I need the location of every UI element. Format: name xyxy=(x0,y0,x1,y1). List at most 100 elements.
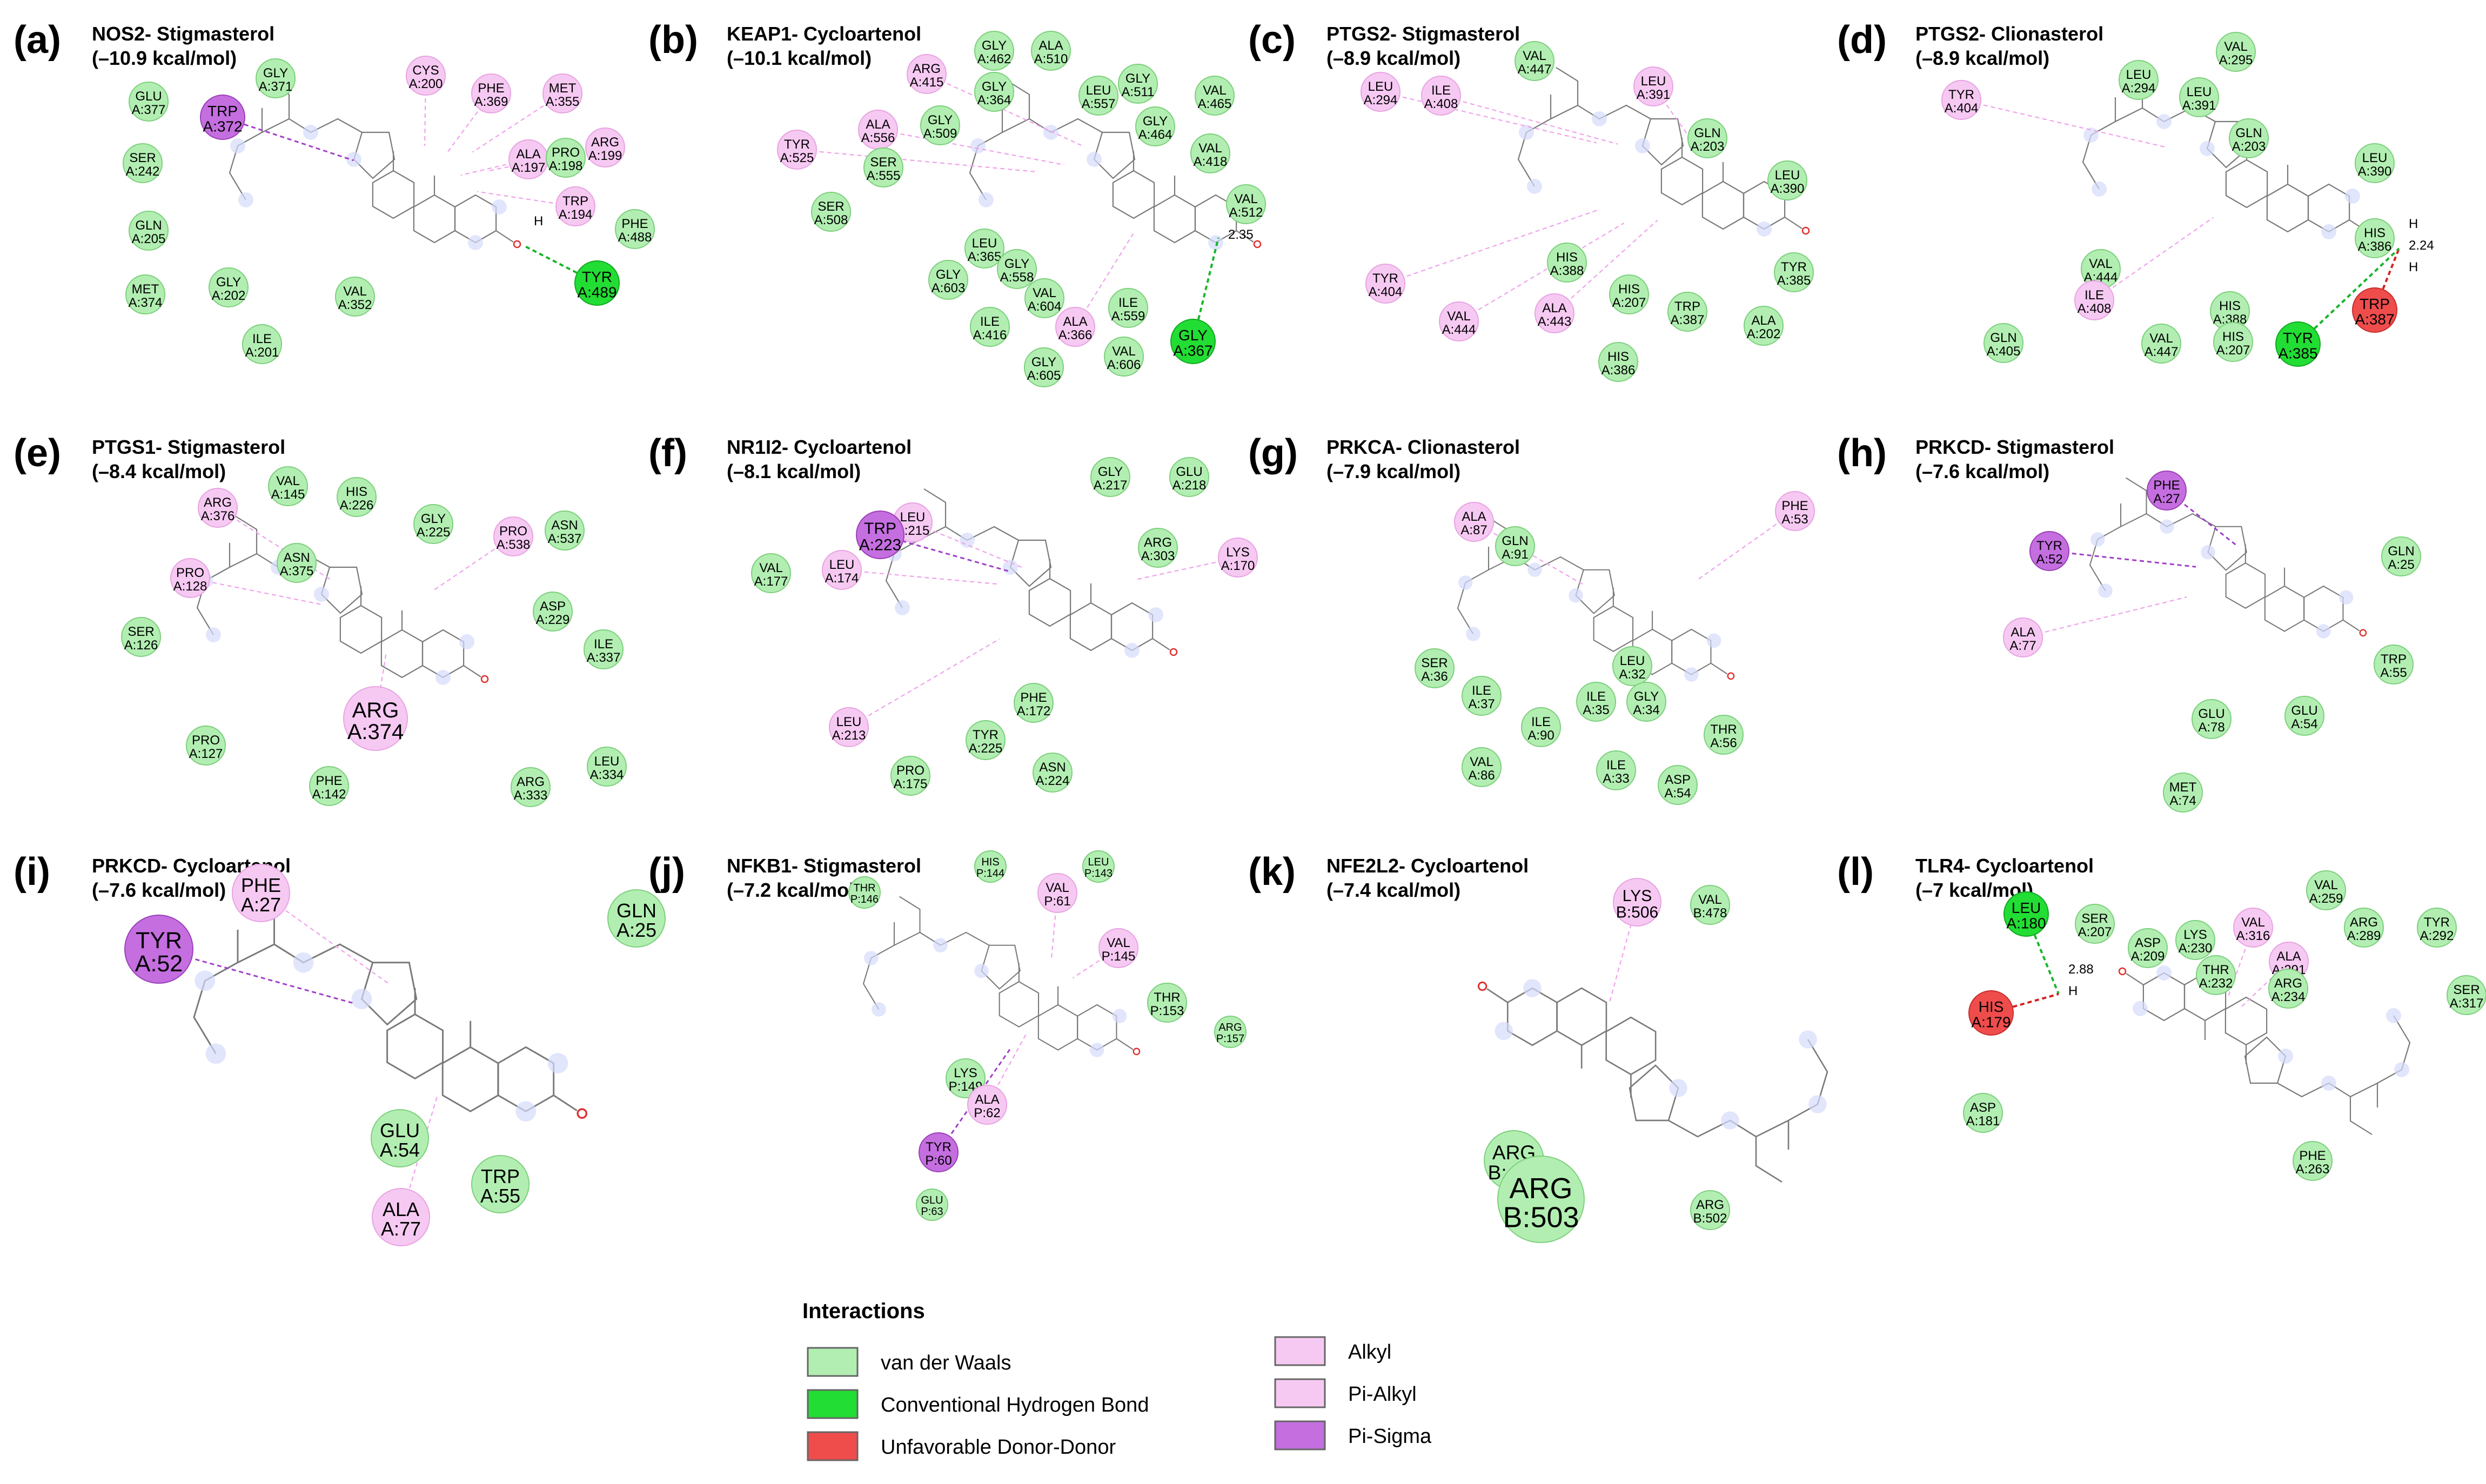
residue-name: VAL xyxy=(1033,286,1056,300)
residue-disc-vdw xyxy=(1014,683,1054,723)
residue-number: P:143 xyxy=(1084,868,1113,879)
residue-disc-vdw xyxy=(1135,106,1175,146)
pi-alkyl-site xyxy=(1527,562,1542,578)
residue-disc-vdw xyxy=(1031,31,1071,71)
residue-number: A:295 xyxy=(2219,53,2253,68)
residue-name: ARG xyxy=(517,775,545,789)
pi-alkyl-site xyxy=(960,533,975,548)
residue-disc-alkyl xyxy=(555,186,595,226)
residue-number: A:374 xyxy=(347,720,404,744)
residue-number: A:37 xyxy=(1468,697,1495,711)
residue-name: VAL xyxy=(276,474,300,488)
residue-name: PRO xyxy=(499,524,527,539)
residue-number: A:54 xyxy=(1664,786,1691,801)
pi-alkyl-site xyxy=(435,670,451,685)
residue-disc-vdw xyxy=(123,143,163,183)
residue-name: GLY xyxy=(1634,689,1659,704)
residue-disc-vdw xyxy=(2128,928,2168,968)
legend-item: Alkyl xyxy=(1274,1336,1391,1366)
residue-name: THR xyxy=(1710,722,1737,737)
residue-number: A:263 xyxy=(2296,1162,2330,1177)
residue-name: LYS xyxy=(954,1066,977,1080)
ligand-oxygen xyxy=(1169,648,1178,656)
ligand-oxygen xyxy=(1253,240,1262,249)
residue-number: A:388 xyxy=(1550,264,1584,278)
binding-energy: (–8.9 kcal/mol) xyxy=(1915,47,2049,69)
ligand-structure xyxy=(2089,477,2367,639)
residue-name: TYR xyxy=(136,928,182,953)
residue-number: A:404 xyxy=(1945,101,1979,116)
pi-alkyl-site xyxy=(2092,182,2107,197)
residue-name: GLY xyxy=(1098,465,1123,479)
residue-disc-vdw xyxy=(1033,753,1073,793)
residue-number: A:391 xyxy=(2182,98,2216,113)
interaction-line-alkyl xyxy=(987,1032,1028,1105)
residue-number: A:352 xyxy=(338,298,372,312)
ligand-ring xyxy=(2225,159,2268,209)
ligand-oxygen xyxy=(1477,981,1487,991)
ligand-oxygen xyxy=(480,675,489,683)
residue-disc-vdw xyxy=(946,1058,986,1098)
ligand-sidechain xyxy=(1517,104,1651,187)
residue-number: A:375 xyxy=(280,564,314,579)
residue-number: A:416 xyxy=(973,328,1007,343)
residue-name: ARG xyxy=(2274,976,2302,991)
residue-disc-pisigma xyxy=(124,915,193,984)
residue-number: A:74 xyxy=(2169,794,2196,808)
residue-name: ARG xyxy=(1509,1172,1572,1205)
pi-alkyl-site xyxy=(2200,141,2215,156)
interaction-lines xyxy=(937,892,1119,1153)
panel-letter: (l) xyxy=(1837,850,1874,894)
residue-name: TRP xyxy=(481,1165,520,1187)
residue-disc-vdw xyxy=(1190,133,1230,173)
residue-name: LEU xyxy=(1641,74,1666,89)
residue-disc-vdw xyxy=(1147,983,1187,1023)
residue-disc-vdw xyxy=(997,249,1037,289)
residue-disc-alkyl xyxy=(493,516,533,556)
hbond-label: H xyxy=(2409,260,2418,274)
residue-name: GLU xyxy=(135,89,162,104)
residue-number: A:232 xyxy=(2199,976,2233,991)
residue-number: P:153 xyxy=(1150,1004,1184,1018)
residue-disc-vdw xyxy=(2293,1141,2333,1181)
residue-number: A:387 xyxy=(1671,313,1705,327)
ligand-structure xyxy=(229,80,521,250)
interaction-line-hbond xyxy=(2025,914,2060,995)
pi-alkyl-site xyxy=(1808,1095,1827,1113)
residue-name: GLU xyxy=(921,1194,943,1206)
ligand-group xyxy=(193,892,587,1122)
residue-name: GLY xyxy=(1143,114,1168,129)
residue-number: A:142 xyxy=(312,787,346,802)
panel-d: (d) PTGS2- Clionasterol(–8.9 kcal/mol) H 2.… xyxy=(1837,18,2434,367)
residue-disc-vdw xyxy=(2175,920,2215,960)
residue-disc-vdw xyxy=(2268,969,2308,1009)
panel-title: NOS2- Stigmasterol xyxy=(92,23,274,45)
residue-number: A:364 xyxy=(977,93,1011,108)
residue-number: A:464 xyxy=(1138,127,1172,142)
residue-number: A:489 xyxy=(577,284,617,301)
residue-number: A:559 xyxy=(1111,309,1145,324)
pi-alkyl-site xyxy=(1519,125,1534,140)
residue-disc-vdw xyxy=(2141,324,2181,364)
residue-number: A:56 xyxy=(1710,736,1737,750)
binding-energy: (–8.4 kcal/mol) xyxy=(92,460,226,482)
residue-disc-hbond xyxy=(2275,321,2321,367)
residue-number: A:294 xyxy=(2122,81,2156,96)
ligand-hydroxyl-bond xyxy=(1236,230,1254,243)
pi-alkyl-site xyxy=(1523,979,1542,997)
pi-alkyl-site xyxy=(2083,127,2099,143)
